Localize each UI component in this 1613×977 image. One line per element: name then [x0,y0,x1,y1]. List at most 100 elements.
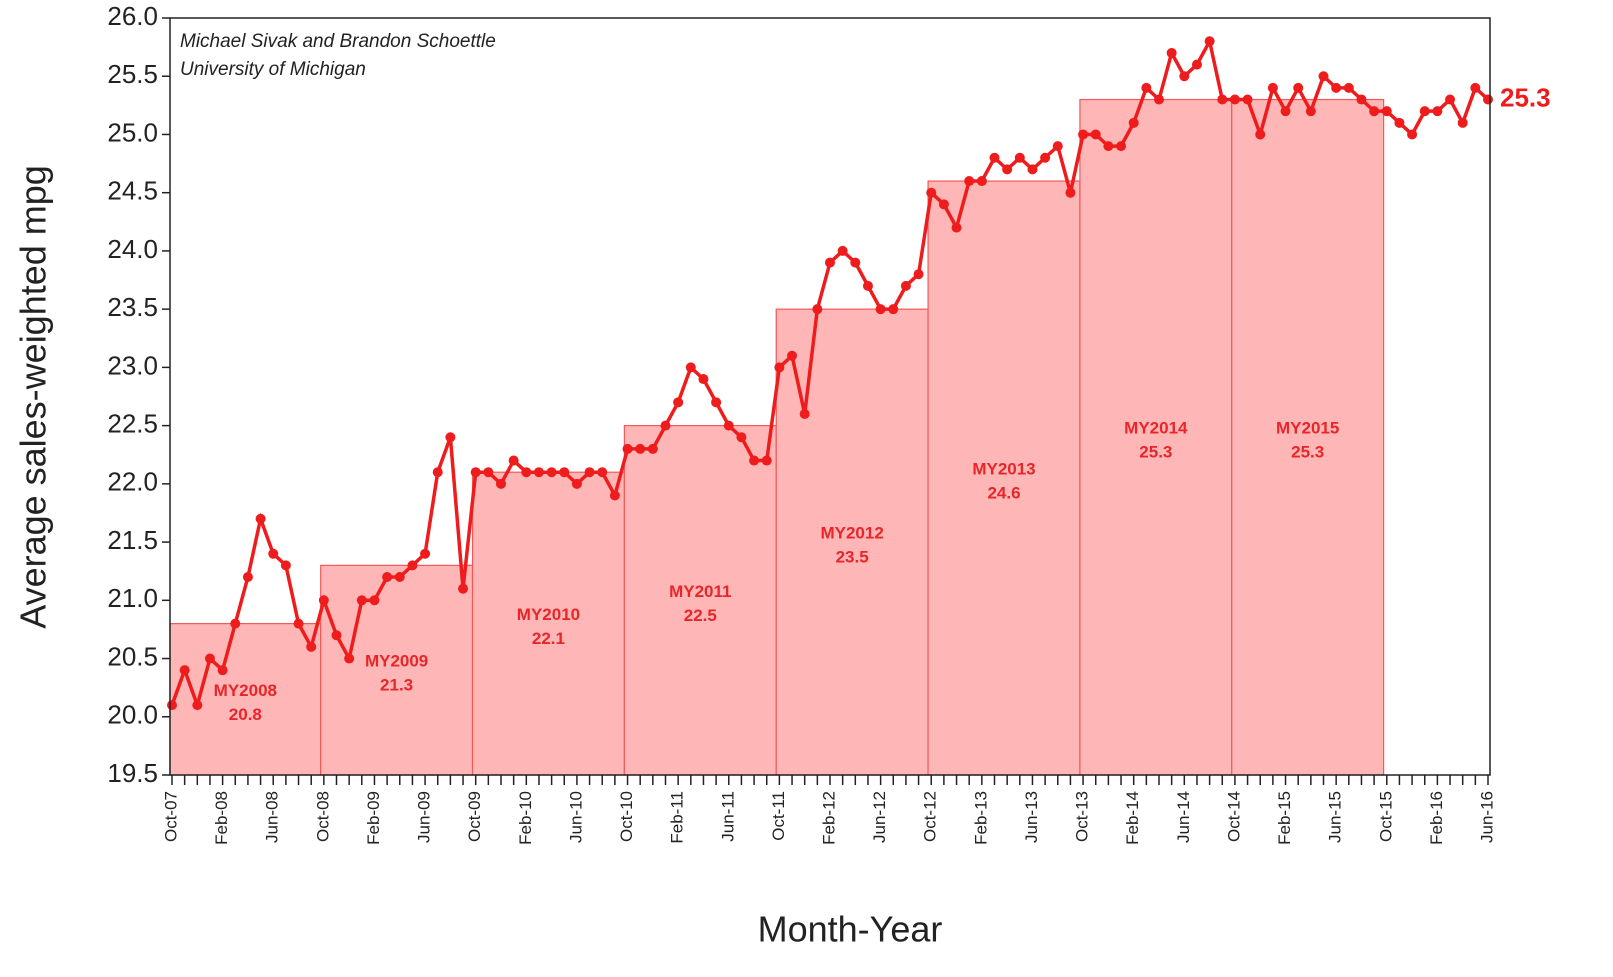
x-tick-label: Feb-10 [516,791,535,845]
point [1470,82,1481,93]
point [1179,71,1190,82]
y-tick-label: 25.5 [107,59,158,89]
y-axis-title: Average sales-weighted mpg [13,165,54,629]
point [1204,36,1215,47]
point [1229,94,1240,105]
point [1267,82,1278,93]
point [204,653,215,664]
point [1217,94,1228,105]
point [622,443,633,454]
point [192,700,203,711]
point [976,176,987,187]
y-tick-label: 21.5 [107,525,158,555]
x-tick-label: Jun-16 [1477,791,1496,843]
point [812,304,823,315]
point [989,152,1000,163]
point [1381,106,1392,117]
bar-value-label: 20.8 [229,705,262,724]
point [900,280,911,291]
point [673,397,684,408]
point [1407,129,1418,140]
bar-value-label: 22.5 [684,606,717,625]
point [407,560,418,571]
point [179,665,190,676]
point [609,490,620,501]
point [711,397,722,408]
point [647,443,658,454]
point [698,374,709,385]
x-tick-label: Feb-08 [212,791,231,845]
model-year-bar [1079,98,1233,776]
x-tick-label: Jun-11 [718,791,737,842]
point [521,467,532,478]
point [306,641,317,652]
bar-label: MY2009 [365,652,428,671]
point [1280,106,1291,117]
x-tick-label: Oct-11 [769,791,788,841]
point [1394,117,1405,128]
point [445,432,456,443]
point [1432,106,1443,117]
point [799,408,810,419]
point [1369,106,1380,117]
x-tick-label: Feb-15 [1275,791,1294,845]
bar-value-label: 21.3 [380,676,413,695]
point [1103,141,1114,152]
point [1305,106,1316,117]
point [483,467,494,478]
annotation: Michael Sivak and Brandon Schoettle [180,31,496,52]
point [1483,94,1493,105]
point [964,176,975,187]
point [344,653,355,664]
end-label: 25.3 [1500,82,1551,112]
x-tick-label: Oct-10 [617,791,636,842]
bar-value-label: 25.3 [1139,443,1172,462]
point [230,618,241,629]
point [533,467,544,478]
x-tick-label: Jun-09 [415,791,434,843]
point [458,583,469,594]
point [1002,164,1013,175]
x-tick-label: Jun-10 [566,791,585,843]
bar-label: MY2008 [214,681,277,700]
point [508,455,519,466]
point [787,350,798,361]
bar-label: MY2010 [517,605,580,624]
point [1445,94,1456,105]
point [926,187,937,198]
point [1014,152,1025,163]
x-tick-label: Jun-12 [870,791,889,843]
y-tick-label: 20.0 [107,700,158,730]
point [242,572,253,583]
point [293,618,304,629]
point [1052,141,1063,152]
point [1065,187,1076,198]
x-tick-label: Oct-09 [465,791,484,842]
model-year-bar [927,180,1081,776]
point [1293,82,1304,93]
x-tick-label: Feb-11 [668,791,687,844]
point [382,572,393,583]
point [420,548,431,559]
point [774,362,785,373]
point [1040,152,1051,163]
x-tick-label: Oct-12 [921,791,940,842]
point [1419,106,1430,117]
point [318,595,329,606]
point [432,467,443,478]
point [571,478,582,489]
point [584,467,595,478]
point [167,700,177,711]
bar-label: MY2012 [820,524,883,543]
bar-label: MY2013 [972,460,1035,479]
x-tick-label: Oct-07 [161,791,180,842]
point [1343,82,1354,93]
bar-value-label: 23.5 [836,548,869,567]
point [1141,82,1152,93]
point [1457,117,1468,128]
point [546,467,557,478]
point [1078,129,1089,140]
bar-label: MY2014 [1124,419,1188,438]
x-tick-label: Feb-16 [1427,791,1446,845]
